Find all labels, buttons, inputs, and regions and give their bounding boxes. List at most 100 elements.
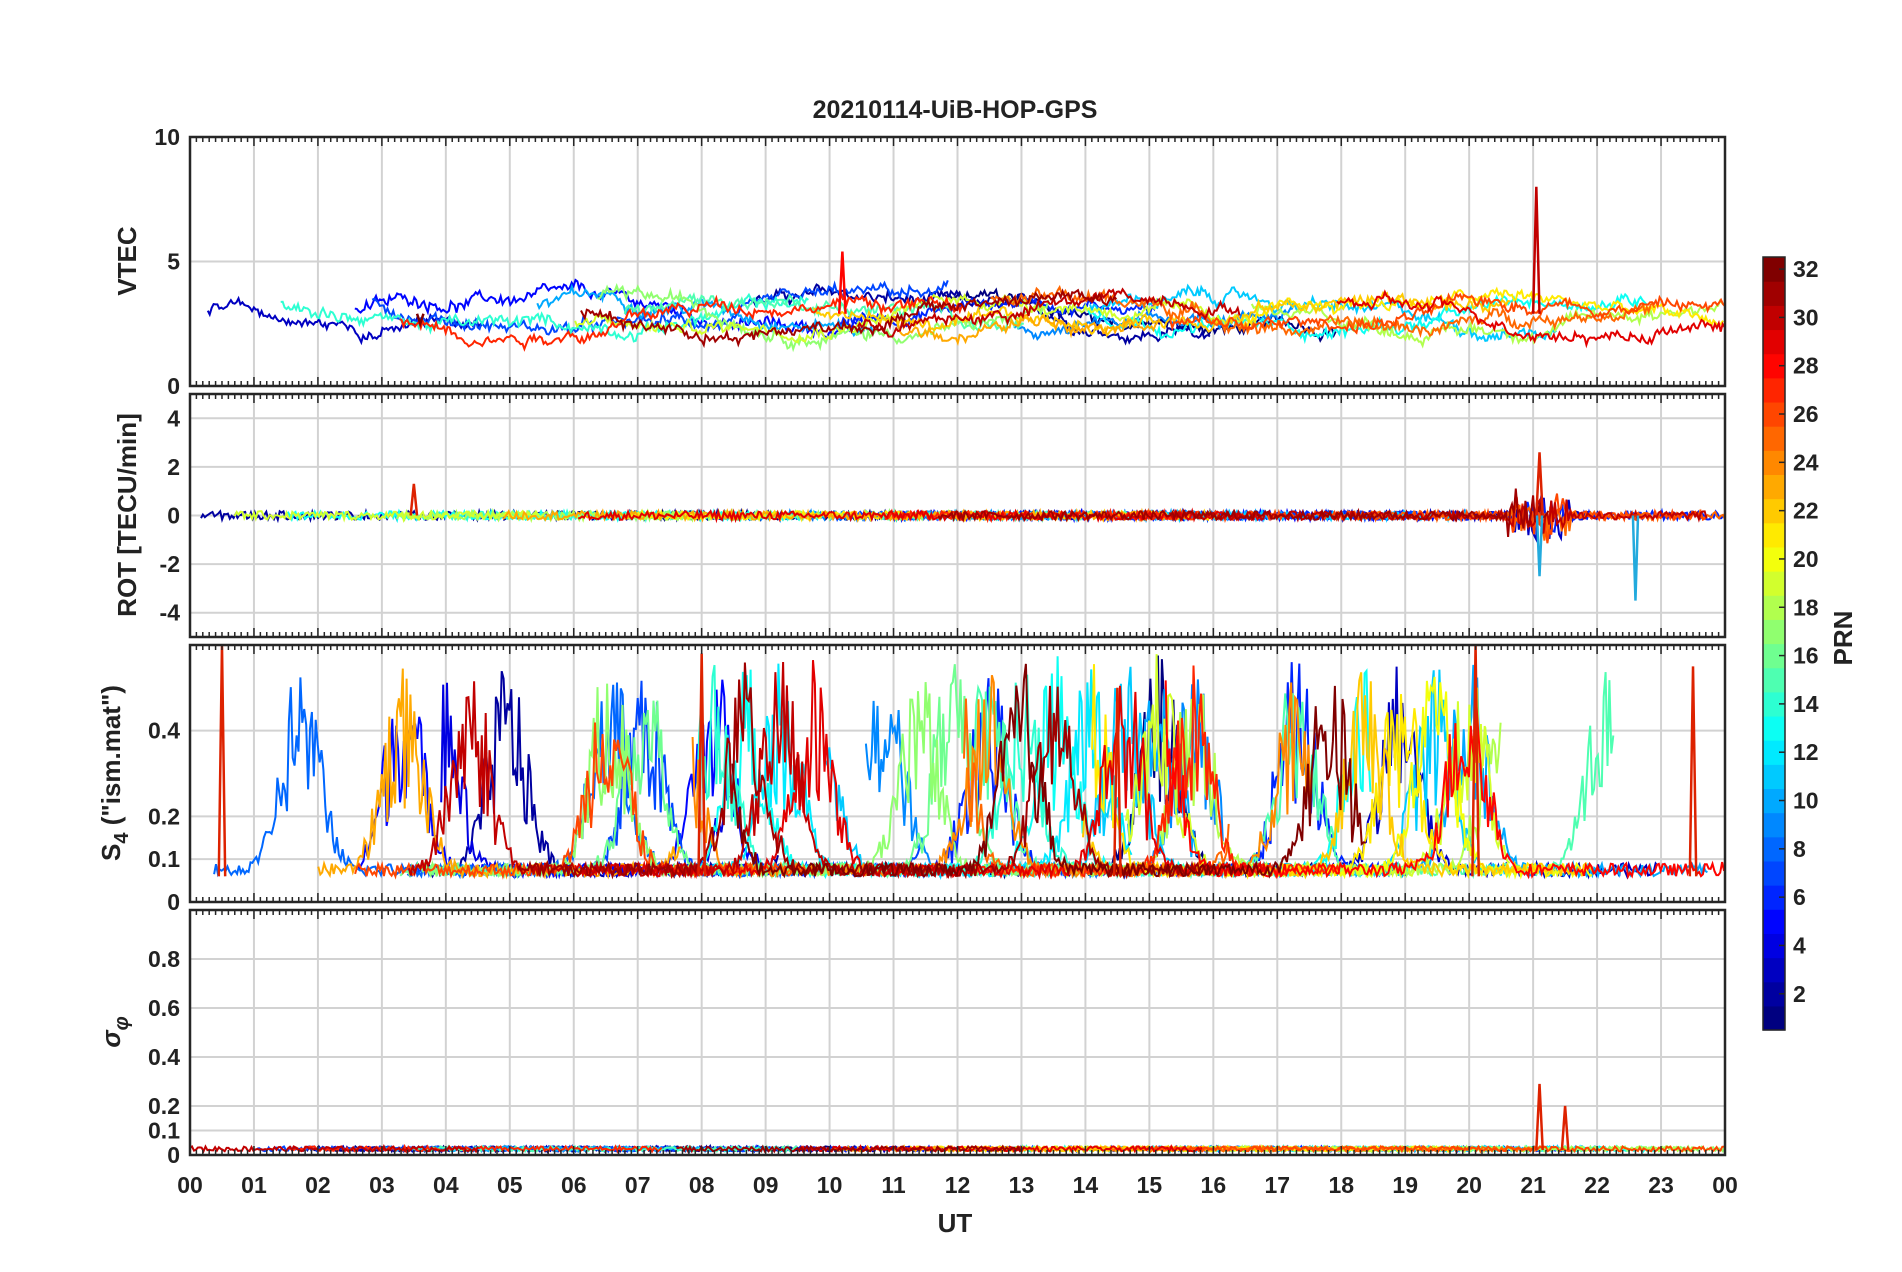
panel-rot: -4 -2 0 2 4 xyxy=(160,392,1727,639)
y-axis-label: VTEC xyxy=(112,226,142,296)
colorbar-swatch xyxy=(1763,329,1785,355)
colorbar-swatch xyxy=(1763,353,1785,379)
x-tick-label: 21 xyxy=(1520,1172,1546,1198)
colorbar-swatch xyxy=(1763,885,1785,910)
colorbar-swatch xyxy=(1763,401,1785,427)
colorbar-tick-label: 32 xyxy=(1793,256,1819,282)
panel-sigma-phi: 00.10.2 0.4 0.6 0.8 xyxy=(148,908,1727,1168)
y-tick-label: 4 xyxy=(167,405,180,431)
y-tick-label: 2 xyxy=(167,454,180,480)
feature-mark xyxy=(1560,1105,1570,1151)
x-tick-label: 15 xyxy=(1137,1172,1163,1198)
feature-mark xyxy=(1631,515,1640,601)
colorbar-swatch xyxy=(1763,740,1785,765)
x-tick-label: 09 xyxy=(753,1172,779,1198)
colorbar-swatch xyxy=(1763,426,1785,451)
feature-mark xyxy=(1535,1083,1544,1151)
series-line xyxy=(937,488,1550,537)
colorbar-swatch xyxy=(1763,305,1785,331)
x-tick-label: 23 xyxy=(1648,1172,1674,1198)
colorbar-tick-label: 18 xyxy=(1793,594,1819,620)
colorbar-tick-label: 4 xyxy=(1793,932,1806,958)
x-tick-label: 03 xyxy=(369,1172,395,1198)
colorbar-tick-label: 6 xyxy=(1793,884,1806,910)
colorbar-swatch xyxy=(1763,595,1785,620)
x-tick-label: 18 xyxy=(1328,1172,1354,1198)
colorbar-swatch xyxy=(1763,546,1785,572)
colorbar-swatch xyxy=(1763,377,1785,403)
series-line xyxy=(1089,283,1557,343)
x-tick-label: 12 xyxy=(945,1172,971,1198)
x-tick-label: 02 xyxy=(305,1172,331,1198)
x-tick-label: 04 xyxy=(433,1172,459,1198)
series-line xyxy=(1164,680,1725,880)
colorbar-tick-label: 28 xyxy=(1793,353,1819,379)
colorbar-swatch xyxy=(1763,522,1785,548)
x-tick-label: 06 xyxy=(561,1172,587,1198)
feature-mark xyxy=(217,645,227,877)
series-line xyxy=(731,663,1366,880)
feature-mark xyxy=(1535,515,1544,577)
y-tick-label: 0.2 xyxy=(148,1093,180,1119)
colorbar-swatch xyxy=(1763,860,1785,886)
y-tick-label: 5 xyxy=(167,249,180,275)
series-line xyxy=(1083,292,1649,345)
y-tick-label: 10 xyxy=(154,124,180,150)
y-axis-label: σφ xyxy=(96,1016,133,1047)
x-axis-label: UT xyxy=(938,1208,973,1238)
y-tick-label: 0 xyxy=(167,373,180,399)
series-line xyxy=(233,508,545,524)
y-axis-label: ROT [TECU/min] xyxy=(112,413,142,617)
x-tick-label: 16 xyxy=(1201,1172,1227,1198)
panel-s4: 0 0.1 0.2 0.4 xyxy=(148,643,1727,915)
colorbar-tick-label: 30 xyxy=(1793,304,1819,330)
colorbar-swatch xyxy=(1763,933,1785,959)
series-line xyxy=(798,1144,1203,1154)
y-axis-label: S4 ("ism.mat") xyxy=(96,685,133,861)
feature-mark xyxy=(1471,645,1481,877)
colorbar-swatch xyxy=(1763,619,1785,645)
colorbar-swatch xyxy=(1763,691,1785,717)
colorbar-tick-label: 22 xyxy=(1793,498,1819,524)
x-tick-label: 08 xyxy=(689,1172,715,1198)
x-tick-label: 20 xyxy=(1456,1172,1482,1198)
series-line xyxy=(856,287,1241,338)
colorbar-swatch xyxy=(1763,571,1785,596)
colorbar-swatch xyxy=(1763,715,1785,741)
series-line xyxy=(190,1144,479,1154)
y-tick-label: 0.4 xyxy=(148,718,180,744)
colorbar-tick-label: 10 xyxy=(1793,788,1819,814)
colorbar-swatch xyxy=(1763,643,1785,669)
colorbar-swatch xyxy=(1763,474,1785,500)
x-tick-label: 07 xyxy=(625,1172,651,1198)
colorbar-tick-label: 8 xyxy=(1793,836,1806,862)
series-line xyxy=(399,290,963,352)
chart-title: 20210114-UiB-HOP-GPS xyxy=(813,96,1098,124)
series-line xyxy=(280,292,809,343)
y-tick-label: 0 xyxy=(167,889,180,915)
x-tick-label: 22 xyxy=(1584,1172,1610,1198)
y-tick-label: -4 xyxy=(160,600,181,626)
y-tick-label: 0.6 xyxy=(148,995,180,1021)
feature-mark xyxy=(415,313,425,328)
colorbar-swatch xyxy=(1763,836,1785,862)
x-tick-label: 10 xyxy=(817,1172,843,1198)
colorbar-swatch xyxy=(1763,764,1785,790)
y-tick-label: 0 xyxy=(167,503,180,529)
colorbar-tick-label: 24 xyxy=(1793,449,1819,475)
colorbar-tick-label: 26 xyxy=(1793,401,1819,427)
feature-mark xyxy=(1112,687,1122,877)
feature-mark xyxy=(837,251,847,314)
series-line xyxy=(597,283,1050,353)
x-tick-label: 00 xyxy=(177,1172,203,1198)
series-line xyxy=(897,313,1161,347)
panel-vtec: 0 5 10 xyxy=(154,124,1727,399)
colorbar-swatch xyxy=(1763,981,1785,1007)
series-line xyxy=(1169,292,1725,335)
colorbar-tick-label: 14 xyxy=(1793,691,1819,717)
feature-mark xyxy=(409,483,419,516)
colorbar-swatch xyxy=(1763,281,1785,306)
series-line xyxy=(1236,286,1724,332)
